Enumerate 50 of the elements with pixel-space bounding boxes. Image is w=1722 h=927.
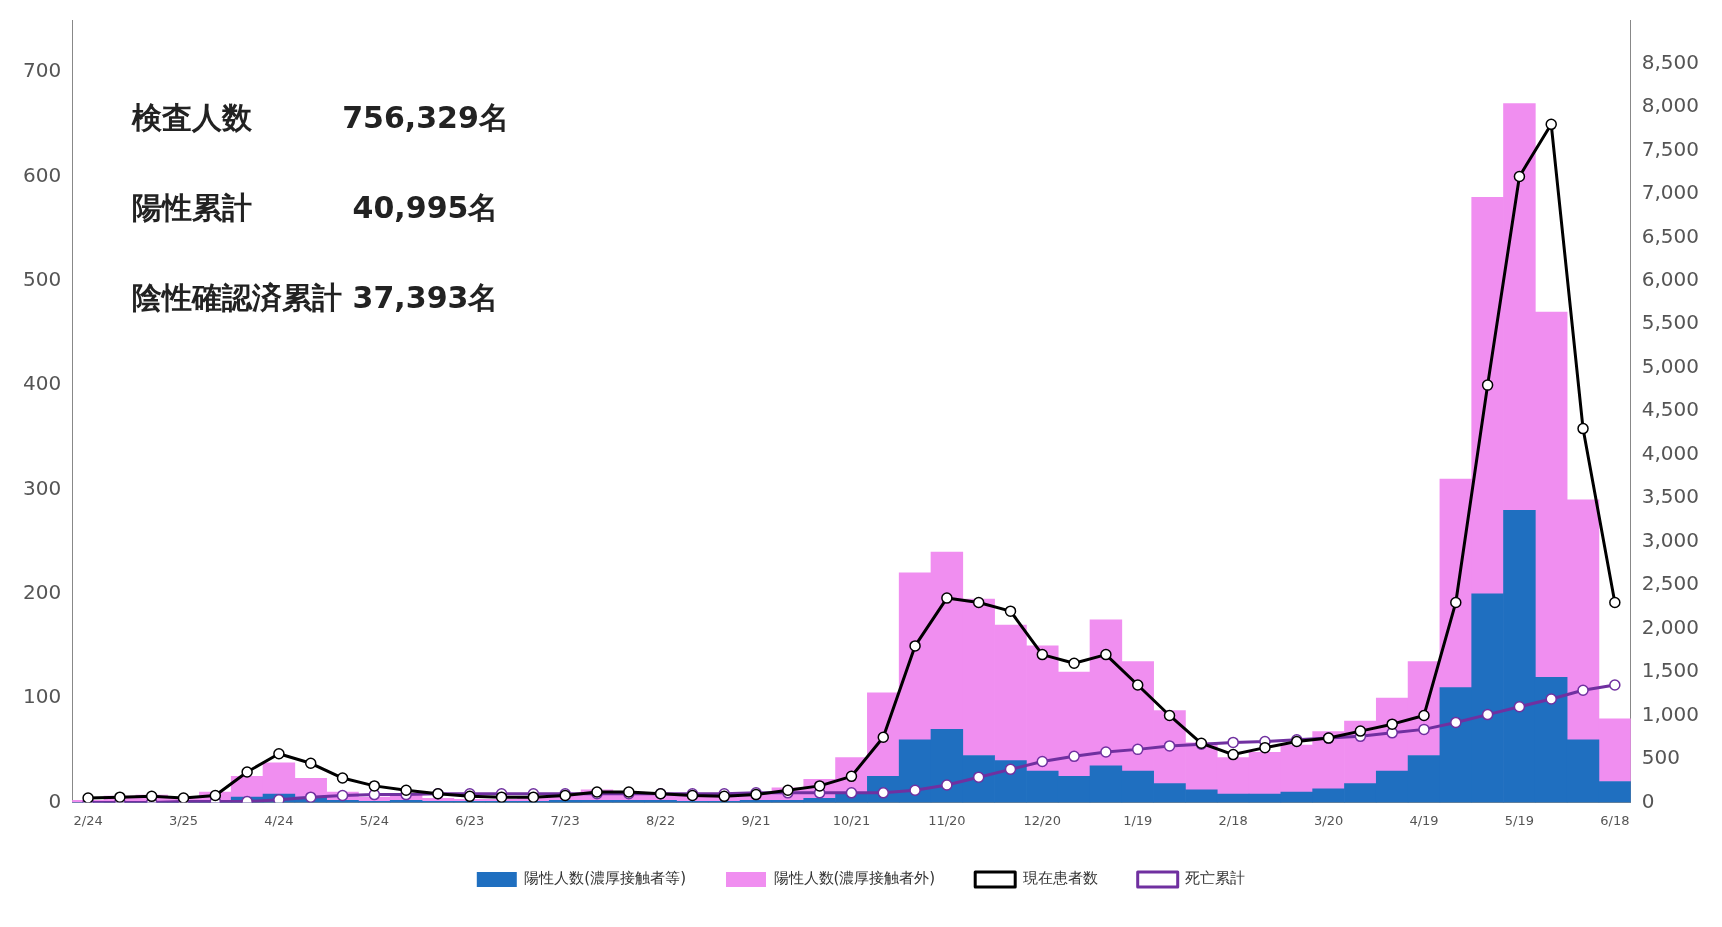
y2-tick-label: 7,500 — [1641, 136, 1700, 161]
y-tick-label: 0 — [48, 788, 62, 813]
x-tick-label: 12/20 — [1023, 812, 1062, 828]
x-tick-label: 2/18 — [1218, 812, 1248, 828]
y2-tick-label: 3,000 — [1641, 527, 1700, 552]
annotation: 検査人数 756,329名 — [131, 99, 509, 135]
y2-tick-label: 3,500 — [1641, 484, 1700, 509]
x-tick-label: 6/18 — [1600, 812, 1630, 828]
y2-tick-label: 2,000 — [1641, 614, 1700, 639]
x-tick-label: 4/19 — [1409, 812, 1439, 828]
y2-tick-label: 6,000 — [1641, 267, 1700, 291]
legend-label: 死亡累計 — [1185, 869, 1246, 888]
y2-tick-label: 5,000 — [1641, 353, 1700, 378]
y2-tick-label: 1,500 — [1641, 658, 1700, 683]
y2-tick-label: 500 — [1641, 745, 1680, 770]
x-tick-label: 1/19 — [1123, 812, 1153, 828]
x-tick-label: 8/22 — [646, 812, 676, 828]
x-tick-label: 3/20 — [1313, 812, 1344, 828]
legend-label: 現在患者数 — [1022, 869, 1098, 888]
x-tick-label: 5/19 — [1504, 812, 1535, 828]
x-tick-label: 5/24 — [359, 812, 389, 828]
y-tick-label: 100 — [22, 684, 62, 709]
y2-tick-label: 8,500 — [1641, 49, 1700, 74]
y-tick-label: 400 — [22, 371, 62, 396]
y-tick-label: 200 — [22, 579, 62, 604]
x-tick-label: 9/21 — [741, 812, 771, 828]
y2-tick-label: 4,000 — [1641, 440, 1700, 465]
annotation: 陰性確認済累計 37,393名 — [132, 279, 499, 315]
y-tick-label: 700 — [22, 58, 62, 83]
y2-tick-label: 5,500 — [1641, 310, 1700, 335]
annotation: 陽性累計 40,995名 — [132, 189, 499, 225]
y-tick-label: 600 — [22, 162, 62, 187]
y2-tick-label: 2,500 — [1641, 571, 1700, 596]
x-tick-label: 2/24 — [73, 812, 103, 828]
x-tick-label: 11/20 — [928, 812, 966, 828]
y2-tick-label: 1,000 — [1641, 701, 1700, 726]
y2-tick-label: 6,500 — [1641, 223, 1700, 248]
legend-label: 陽性人数(濃厚接触者外) — [773, 869, 936, 888]
x-tick-label: 10/21 — [832, 812, 871, 828]
x-tick-label: 7/23 — [550, 812, 580, 828]
y2-tick-label: 0 — [1641, 788, 1655, 813]
x-tick-label: 3/25 — [168, 812, 199, 828]
y-tick-label: 500 — [22, 267, 62, 291]
y2-tick-label: 4,500 — [1641, 397, 1700, 422]
x-tick-label: 4/24 — [264, 812, 294, 828]
legend-label: 陽性人数(濃厚接触者等) — [524, 869, 687, 888]
y2-tick-label: 8,000 — [1641, 93, 1700, 118]
y-tick-label: 300 — [22, 475, 62, 500]
y2-tick-label: 7,000 — [1641, 180, 1700, 205]
x-tick-label: 6/23 — [455, 812, 485, 828]
